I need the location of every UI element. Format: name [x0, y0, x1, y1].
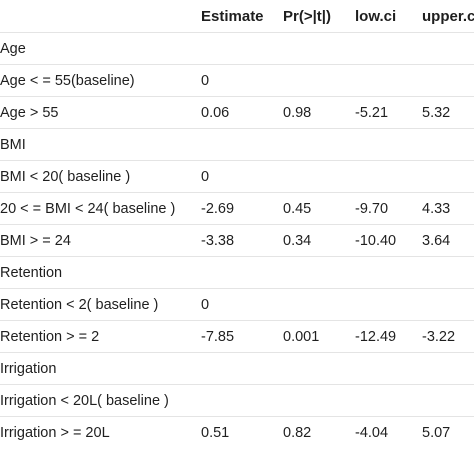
- header-cell-estimate: Estimate: [201, 7, 264, 25]
- cell-upper-ci: 3.64: [422, 232, 451, 249]
- cell-upper-ci: 5.32: [422, 104, 451, 121]
- table-row: Retention > = 2 -7.85 0.001 -12.49 -3.22: [0, 321, 474, 353]
- header-cell-low-ci: low.ci: [355, 7, 397, 25]
- cell-label: Age > 55: [0, 104, 59, 121]
- cell-upper-ci: 5.07: [422, 425, 451, 441]
- cell-label: Retention: [0, 264, 63, 281]
- cell-p-value: 0.82: [283, 425, 312, 441]
- header-cell-upper-ci: upper.ci: [422, 7, 474, 25]
- cell-low-ci: -12.49: [355, 328, 397, 345]
- table-row: BMI < 20( baseline ) 0: [0, 161, 474, 193]
- cell-label: Age: [0, 40, 26, 57]
- cell-label: BMI > = 24: [0, 232, 71, 249]
- cell-low-ci: -10.40: [355, 232, 397, 249]
- cell-upper-ci: -3.22: [422, 328, 456, 345]
- cell-estimate: 0: [201, 72, 210, 89]
- cell-label: Irrigation > = 20L: [0, 425, 110, 441]
- table-row: Retention: [0, 257, 474, 289]
- table-row: 20 < = BMI < 24( baseline ) -2.69 0.45 -9.7…: [0, 193, 474, 225]
- table-row: Age < = 55(baseline) 0: [0, 65, 474, 97]
- cell-upper-ci: 4.33: [422, 200, 451, 217]
- table-row: Irrigation > = 20L 0.51 0.82 -4.04 5.07: [0, 417, 474, 449]
- cell-p-value: 0.001: [283, 328, 320, 345]
- table-row: BMI > = 24 -3.38 0.34 -10.40 3.64: [0, 225, 474, 257]
- cell-low-ci: -5.21: [355, 104, 389, 121]
- cell-p-value: 0.98: [283, 104, 312, 121]
- cell-low-ci: -4.04: [355, 425, 389, 441]
- cell-p-value: 0.34: [283, 232, 312, 249]
- table-row: Age: [0, 33, 474, 65]
- cell-estimate: -7.85: [201, 328, 235, 345]
- table-row: Age > 55 0.06 0.98 -5.21 5.32: [0, 97, 474, 129]
- cell-estimate: 0: [201, 168, 210, 185]
- cell-label: 20 < = BMI < 24( baseline ): [0, 200, 176, 217]
- cell-label: BMI: [0, 136, 26, 153]
- cell-label: Age < = 55(baseline): [0, 72, 135, 89]
- cell-estimate: 0: [201, 296, 210, 313]
- cell-label: Irrigation < 20L( baseline ): [0, 392, 169, 409]
- cell-p-value: 0.45: [283, 200, 312, 217]
- table-row: Irrigation: [0, 353, 474, 385]
- table-body: Age Age < = 55(baseline) 0 Age > 55 0.06 0.98…: [0, 33, 474, 449]
- cell-label: Irrigation: [0, 360, 57, 377]
- table-row: Irrigation < 20L( baseline ): [0, 385, 474, 417]
- cell-low-ci: -9.70: [355, 200, 389, 217]
- table-row: BMI: [0, 129, 474, 161]
- header-cell-p-value: Pr(>|t|): [283, 7, 331, 25]
- table-row: Retention < 2( baseline ) 0: [0, 289, 474, 321]
- cell-estimate: 0.51: [201, 425, 230, 441]
- cell-label: Retention > = 2: [0, 328, 100, 345]
- table-header: Estimate Pr(>|t|) low.ci upper.ci: [0, 0, 474, 33]
- cell-estimate: 0.06: [201, 104, 230, 121]
- cell-estimate: -3.38: [201, 232, 235, 249]
- cell-estimate: -2.69: [201, 200, 235, 217]
- cell-label: Retention < 2( baseline ): [0, 296, 159, 313]
- cell-label: BMI < 20( baseline ): [0, 168, 131, 185]
